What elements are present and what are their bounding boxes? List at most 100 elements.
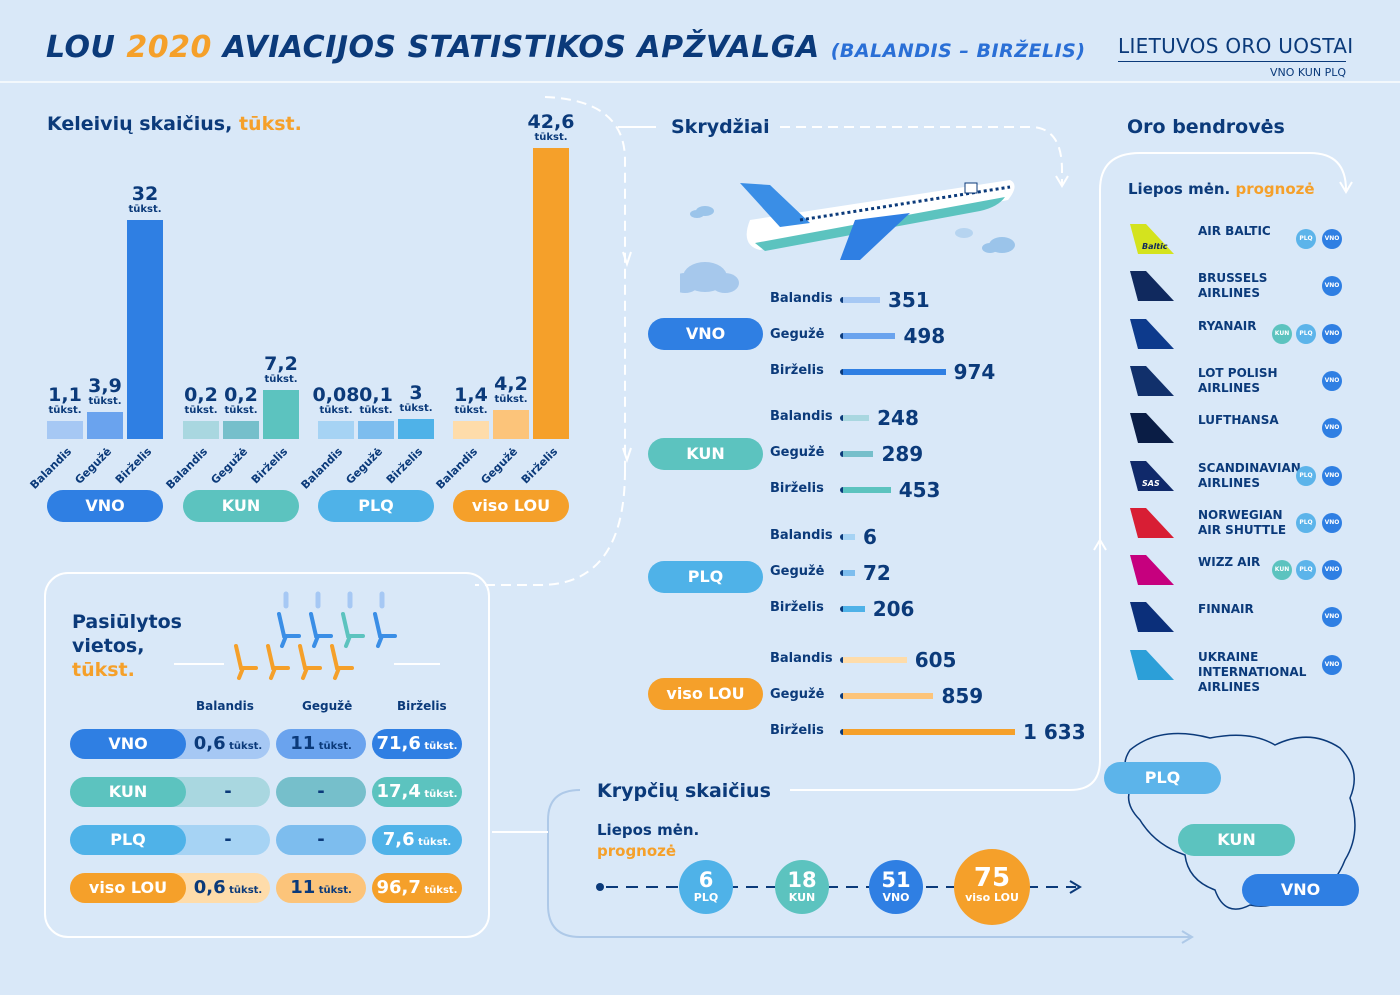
- flights-month: Balandis: [770, 528, 833, 543]
- flights-bar-vno-1: [843, 333, 896, 339]
- passenger-value-plq-0: 0,08 tūkst.: [306, 385, 366, 417]
- flights-value-viso-lou-2: 1 633: [1023, 720, 1086, 744]
- seats-value: -: [276, 825, 366, 855]
- airline-item: RYANAIR KUN PLQ VNO: [1128, 317, 1348, 353]
- seats-unit: tūkst.: [225, 741, 263, 752]
- seats-col-birzelis: Birželis: [397, 699, 447, 713]
- logo-codes: VNO KUN PLQ: [1269, 66, 1346, 79]
- seats-title-unit: tūkst.: [72, 659, 135, 681]
- passenger-bar-plq-2: [398, 418, 434, 439]
- airline-logo-text: SAS: [1142, 478, 1160, 488]
- passenger-bar-plq-0: [318, 421, 354, 439]
- airline-logo-icon: [1130, 271, 1174, 302]
- airline-item: FINNAIR VNO: [1128, 600, 1348, 636]
- passenger-value-viso-lou-2: 42,6 tūkst.: [521, 112, 581, 144]
- passenger-bar-kun-1: [223, 421, 259, 439]
- airline-name: RYANAIR: [1198, 318, 1257, 333]
- passenger-unit: tūkst.: [399, 402, 433, 414]
- seats-title-line2: vietos,: [72, 635, 145, 657]
- map-label-vno: VNO: [1242, 874, 1359, 906]
- passenger-unit: tūkst.: [359, 405, 393, 416]
- passenger-group-plq: PLQ: [318, 490, 434, 522]
- seats-row-plq: PLQ - -7,6 tūkst.: [70, 825, 470, 855]
- logo-main-text: LIETUVOS ORO UOSTAI: [1118, 34, 1353, 62]
- destinations-subtitle: Liepos mėn. prognozė: [597, 820, 699, 862]
- flights-value-plq-0: 6: [863, 525, 877, 549]
- seats-row-label: PLQ: [70, 825, 270, 855]
- flights-month: Birželis: [770, 481, 824, 496]
- destinations-subtitle-accent: prognozė: [597, 842, 677, 860]
- airline-item: LUFTHANSA VNO: [1128, 411, 1348, 447]
- flights-bar-plq-0: [843, 534, 855, 540]
- airline-item: NORWEGIAN AIR SHUTTLE PLQ VNO: [1128, 506, 1348, 542]
- airline-tag-vno: VNO: [1322, 512, 1342, 533]
- destination-circle-kun: 18 KUN: [775, 860, 829, 914]
- flights-month: Birželis: [770, 363, 824, 378]
- flights-value-vno-2: 974: [953, 360, 996, 384]
- flights-month: Balandis: [770, 651, 833, 666]
- seats-row-label: VNO: [70, 729, 270, 759]
- passenger-bar-vno-2: [127, 220, 163, 439]
- airline-logo-text: Baltic: [1142, 242, 1168, 251]
- passenger-value-plq-2: 3 tūkst.: [386, 383, 446, 415]
- flights-bar-kun-1: [843, 451, 874, 457]
- seats-unit: tūkst.: [315, 741, 352, 752]
- airplane-icon: [680, 180, 1015, 293]
- airline-tag-vno: VNO: [1322, 418, 1342, 439]
- seats-value: -: [224, 829, 232, 850]
- passenger-group-kun: KUN: [183, 490, 299, 522]
- passenger-group-vno: VNO: [47, 490, 163, 522]
- airline-tag-kun: KUN: [1272, 560, 1292, 581]
- passenger-unit: tūkst.: [319, 405, 353, 416]
- seats-value: 11 tūkst.: [276, 873, 366, 903]
- passenger-unit: tūkst.: [48, 405, 82, 416]
- passenger-unit: tūkst.: [224, 405, 258, 416]
- title-period: (BALANDIS – BIRŽELIS): [830, 40, 1086, 62]
- seats-row-label-pill: VNO: [70, 729, 186, 759]
- airline-tag-plq: PLQ: [1296, 512, 1316, 533]
- airline-tag-plq: PLQ: [1296, 229, 1316, 249]
- airline-item: LOT POLISH AIRLINES VNO: [1128, 364, 1348, 400]
- flights-bar-viso-lou-1: [843, 693, 934, 699]
- passenger-bar-vno-0: [47, 421, 83, 439]
- flights-value-kun-2: 453: [898, 478, 941, 502]
- page-title: LOU 2020 AVIACIJOS STATISTIKOS APŽVALGA …: [46, 30, 1086, 65]
- airline-name: SCANDINAVIAN AIRLINES: [1198, 460, 1301, 490]
- title-year: 2020: [126, 30, 212, 65]
- seats-unit: tūkst.: [414, 837, 452, 848]
- airline-name: UKRAINE INTERNATIONAL AIRLINES: [1198, 649, 1307, 694]
- airline-tag-plq: PLQ: [1296, 323, 1316, 344]
- seats-value: 17,4 tūkst.: [372, 777, 462, 807]
- flights-value-vno-0: 351: [887, 288, 930, 312]
- flights-group-plq: PLQ: [648, 561, 763, 593]
- passengers-title-unit: tūkst.: [238, 113, 302, 135]
- seats-value: 0,6 tūkst.: [193, 733, 263, 754]
- destination-count: 51: [881, 868, 911, 892]
- destination-code: VNO: [882, 891, 910, 904]
- flights-value-plq-1: 72: [863, 561, 891, 585]
- airline-logo-icon: [1130, 507, 1174, 538]
- seats-icon: [174, 591, 440, 680]
- map-label-kun: KUN: [1178, 824, 1295, 856]
- flights-month: Birželis: [770, 723, 824, 738]
- seats-unit: tūkst.: [420, 789, 458, 800]
- airlines-title: Oro bendrovės: [1127, 116, 1285, 138]
- flights-group-vno: VNO: [648, 318, 763, 350]
- title-text: AVIACIJOS STATISTIKOS APŽVALGA: [222, 30, 820, 65]
- seats-row-viso-lou: viso LOU 0,6 tūkst. 11 tūkst. 96,7 tūkst.: [70, 873, 470, 903]
- airline-tag-vno: VNO: [1322, 465, 1342, 486]
- flights-month: Balandis: [770, 291, 833, 306]
- flights-month: Gegužė: [770, 327, 825, 342]
- seats-row-label-pill: PLQ: [70, 825, 186, 855]
- airline-logo-icon: [1130, 602, 1174, 633]
- seats-row-vno: VNO 0,6 tūkst. 11 tūkst. 71,6 tūkst.: [70, 729, 470, 759]
- destination-circle-plq: 6 PLQ: [679, 860, 733, 914]
- passenger-unit: tūkst.: [534, 132, 568, 143]
- flights-bar-kun-2: [843, 487, 891, 493]
- airline-name: LOT POLISH AIRLINES: [1198, 365, 1278, 395]
- seats-value: 0,6 tūkst.: [193, 877, 263, 898]
- seats-value: 11 tūkst.: [276, 729, 366, 759]
- airline-item: BRUSSELS AIRLINES VNO: [1128, 269, 1348, 305]
- destination-circle-vno: 51 VNO: [869, 860, 923, 914]
